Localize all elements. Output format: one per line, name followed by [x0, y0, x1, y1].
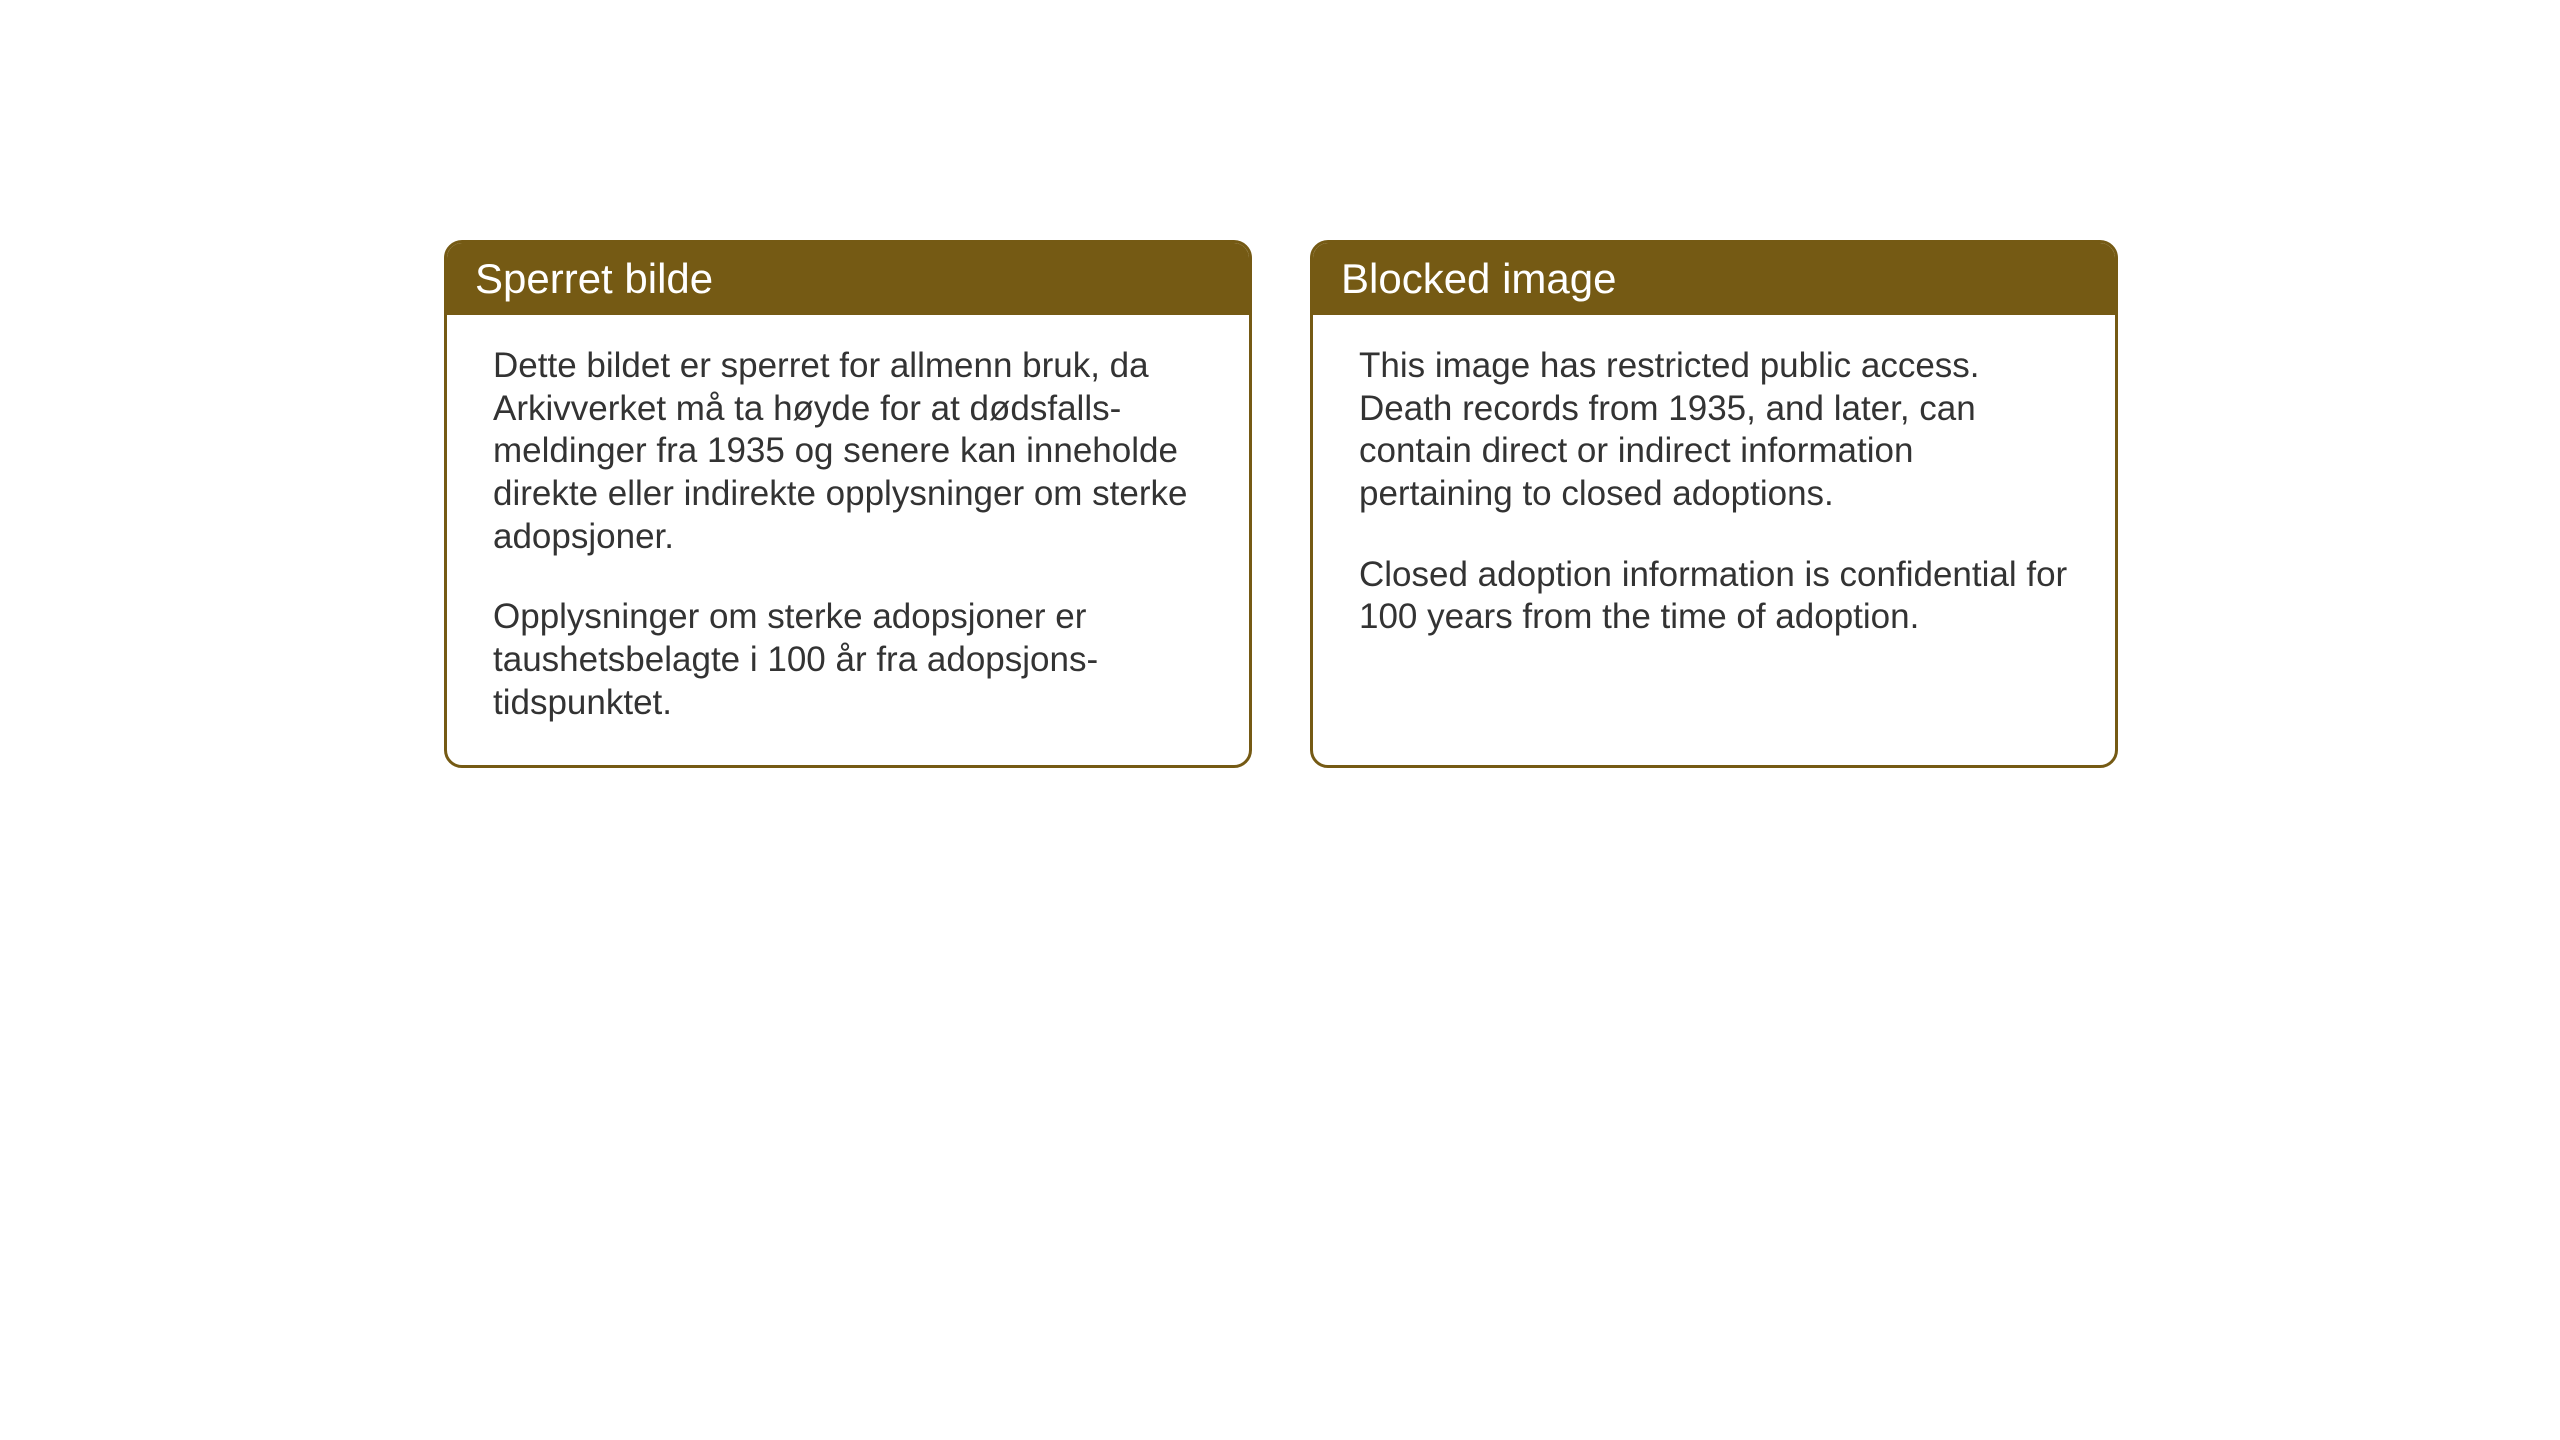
card-english-header: Blocked image: [1313, 243, 2115, 315]
card-english-body: This image has restricted public access.…: [1313, 315, 2115, 679]
card-english: Blocked image This image has restricted …: [1310, 240, 2118, 768]
card-norwegian-body: Dette bildet er sperret for allmenn bruk…: [447, 315, 1249, 765]
cards-container: Sperret bilde Dette bildet er sperret fo…: [444, 240, 2118, 768]
card-norwegian-title: Sperret bilde: [475, 255, 713, 302]
card-english-title: Blocked image: [1341, 255, 1616, 302]
card-norwegian-paragraph-1: Dette bildet er sperret for allmenn bruk…: [493, 345, 1203, 558]
card-english-paragraph-2: Closed adoption information is confident…: [1359, 554, 2069, 639]
card-norwegian-header: Sperret bilde: [447, 243, 1249, 315]
card-english-paragraph-1: This image has restricted public access.…: [1359, 345, 2069, 516]
card-norwegian-paragraph-2: Opplysninger om sterke adopsjoner er tau…: [493, 596, 1203, 724]
card-norwegian: Sperret bilde Dette bildet er sperret fo…: [444, 240, 1252, 768]
